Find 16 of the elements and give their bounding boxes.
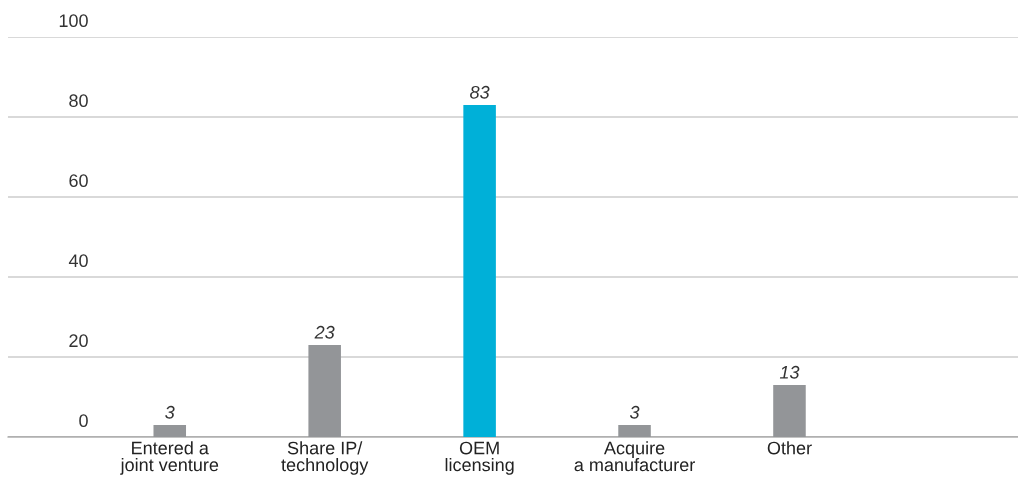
x-tick-label: Other (767, 441, 812, 455)
data-label: 3 (629, 405, 640, 419)
x-tick-label: Entered a joint venture (120, 441, 219, 475)
x-tick-label: OEM licensing (445, 441, 514, 475)
data-label: 83 (470, 85, 490, 99)
data-label: 3 (165, 405, 175, 419)
data-label: 13 (779, 365, 800, 379)
y-tick-label: 20 (69, 334, 88, 348)
x-tick-label: Share IP/ technology (281, 441, 369, 475)
y-tick-label: 40 (68, 254, 88, 268)
x-tick-label: Acquire a manufacturer (574, 441, 695, 472)
y-tick-label: 60 (69, 174, 88, 188)
y-tick-label: 0 (79, 414, 88, 428)
data-label: 23 (314, 325, 335, 339)
y-tick-label: 100 (59, 14, 88, 28)
y-tick-label: 80 (69, 94, 88, 108)
